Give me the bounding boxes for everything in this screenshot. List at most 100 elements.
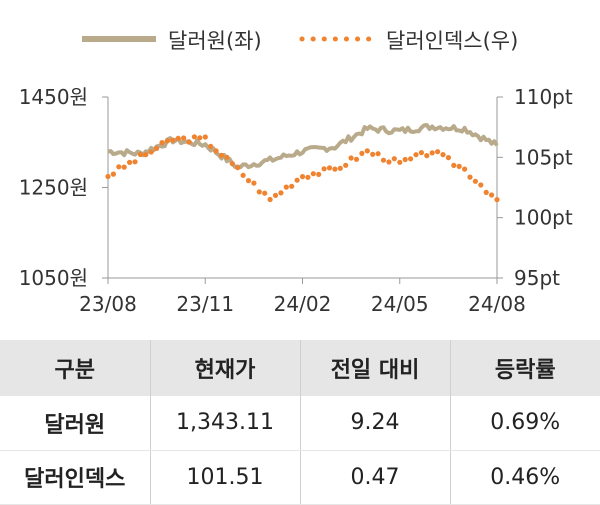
series-point-dxy	[245, 178, 252, 184]
series-point-dxy	[143, 152, 149, 158]
series-point-dxy	[127, 159, 133, 165]
table-row: 달러원 1,343.11 9.24 0.69%	[0, 396, 600, 451]
legend-label-dxy: 달러인덱스(우)	[386, 29, 518, 53]
series-point-dxy	[159, 140, 165, 146]
series-point-dxy	[397, 159, 403, 165]
series-point-dxy	[408, 156, 414, 162]
series-point-dxy	[391, 156, 397, 162]
series-point-dxy	[137, 151, 143, 158]
series-point-dxy	[240, 172, 246, 178]
series-point-dxy	[175, 135, 181, 141]
series-point-dxy	[353, 156, 360, 162]
cell-current-price: 1,343.11	[150, 396, 301, 451]
series-point-dxy	[343, 162, 349, 168]
cell-daily-change: 9.24	[300, 396, 451, 451]
series-point-dxy	[218, 152, 225, 158]
series-point-dxy	[181, 135, 187, 141]
series-point-dxy	[191, 134, 197, 140]
col-header-current-price: 현재가	[150, 340, 301, 396]
series-point-dxy	[429, 150, 435, 156]
series-point-dxy	[283, 184, 289, 190]
chart-legend: 달러원(좌) 달러인덱스(우)	[82, 29, 518, 53]
row-label-krw: 달러원	[0, 396, 151, 451]
series-point-dxy	[418, 150, 424, 156]
cell-change-rate: 0.46%	[450, 450, 600, 505]
series-point-dxy	[364, 148, 370, 154]
series-point-dxy	[267, 196, 273, 203]
series-point-dxy	[445, 155, 451, 161]
series-point-dxy	[332, 166, 338, 172]
series-point-dxy	[494, 197, 500, 203]
series-point-dxy	[116, 164, 122, 170]
col-header-category: 구분	[0, 340, 151, 396]
series-point-dxy	[299, 174, 306, 180]
series-point-dxy	[154, 145, 160, 151]
series-line-krw	[107, 123, 499, 170]
series-point-dxy	[483, 189, 489, 195]
series-point-dxy	[489, 192, 495, 198]
row-label-dxy: 달러인덱스	[0, 450, 151, 505]
series-point-dxy	[440, 152, 446, 158]
y-right-tick-label: 100pt	[514, 206, 573, 230]
series-point-dxy	[386, 159, 392, 165]
table-header-row: 구분 현재가 전일 대비 등락률	[0, 340, 600, 396]
chart-axes: 1450원 1250원 1050원 110pt 105pt 100pt 95pt 23/08 2…	[19, 85, 573, 316]
series-point-dxy	[456, 163, 462, 169]
series-point-dxy	[348, 155, 354, 161]
series-point-dxy	[462, 166, 468, 172]
series-point-dxy	[224, 154, 230, 160]
x-tick-label: 24/08	[468, 292, 526, 316]
series-point-dxy	[289, 183, 295, 189]
series-point-dxy	[256, 189, 262, 195]
series-point-dxy	[451, 162, 457, 168]
series-point-dxy	[213, 148, 219, 154]
series-point-dxy	[262, 190, 268, 196]
y-left-tick-label: 1050원	[19, 266, 88, 290]
x-tick-label: 24/05	[371, 292, 429, 316]
x-tick-label: 24/02	[274, 292, 332, 316]
series-point-dxy	[310, 171, 316, 177]
series-point-dxy	[170, 137, 176, 143]
series-point-dxy	[202, 134, 208, 140]
exchange-rate-chart: 달러원(좌) 달러인덱스(우) 1450원 1250원 1050원 110pt 105p…	[19, 29, 573, 316]
series-point-dxy	[197, 135, 203, 141]
y-left-tick-label: 1450원	[19, 85, 88, 109]
series-point-dxy	[164, 138, 170, 144]
series-point-dxy	[472, 178, 478, 184]
y-right-tick-label: 95pt	[514, 266, 560, 290]
series-point-dxy	[278, 190, 284, 196]
series-point-dxy	[402, 156, 408, 163]
series-point-dxy	[413, 152, 419, 158]
legend-label-krw: 달러원(좌)	[168, 29, 262, 53]
series-point-dxy	[380, 157, 387, 163]
x-tick-label: 23/11	[176, 292, 234, 316]
series-point-dxy	[326, 165, 333, 171]
series-point-dxy	[208, 143, 214, 149]
x-tick-label: 23/08	[79, 292, 137, 316]
series-point-dxy	[294, 177, 300, 183]
series-point-dxy	[121, 164, 127, 170]
series-point-dxy	[375, 151, 381, 157]
cell-current-price: 101.51	[150, 450, 301, 505]
series-point-dxy	[424, 153, 430, 159]
series-point-dxy	[110, 171, 116, 177]
series-point-dxy	[272, 192, 279, 198]
y-right-tick-label: 105pt	[514, 145, 573, 169]
series-point-dxy	[370, 151, 376, 157]
series-point-dxy	[321, 166, 327, 172]
cell-daily-change: 0.47	[300, 450, 451, 505]
col-header-daily-change: 전일 대비	[300, 340, 451, 396]
series-point-dxy	[186, 139, 192, 145]
series-point-dxy	[105, 173, 111, 180]
series-point-dxy	[435, 149, 441, 155]
y-right-tick-label: 110pt	[514, 85, 573, 109]
y-left-tick-label: 1250원	[19, 176, 88, 200]
series-point-dxy	[359, 150, 365, 156]
series-point-dxy	[478, 182, 484, 188]
series-point-dxy	[229, 161, 235, 167]
series-point-dxy	[337, 165, 343, 171]
series-point-dxy	[235, 165, 241, 171]
col-header-change-rate: 등락률	[494, 358, 556, 383]
series-point-dxy	[316, 171, 322, 177]
chart-plot-area	[105, 123, 500, 203]
